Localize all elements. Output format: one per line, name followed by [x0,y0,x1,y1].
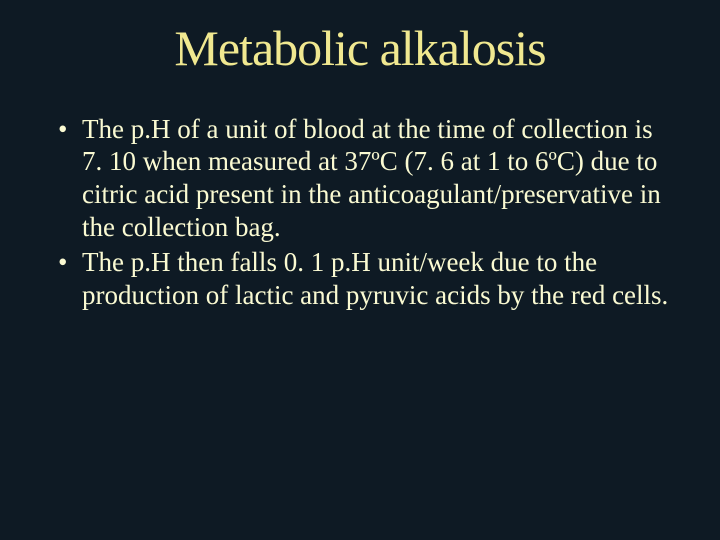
list-item: The p.H of a unit of blood at the time o… [58,113,670,245]
slide: Metabolic alkalosis The p.H of a unit of… [0,0,720,540]
list-item: The p.H then falls 0. 1 p.H unit/week du… [58,246,670,312]
slide-title: Metabolic alkalosis [50,22,670,75]
bullet-list: The p.H of a unit of blood at the time o… [58,113,670,313]
